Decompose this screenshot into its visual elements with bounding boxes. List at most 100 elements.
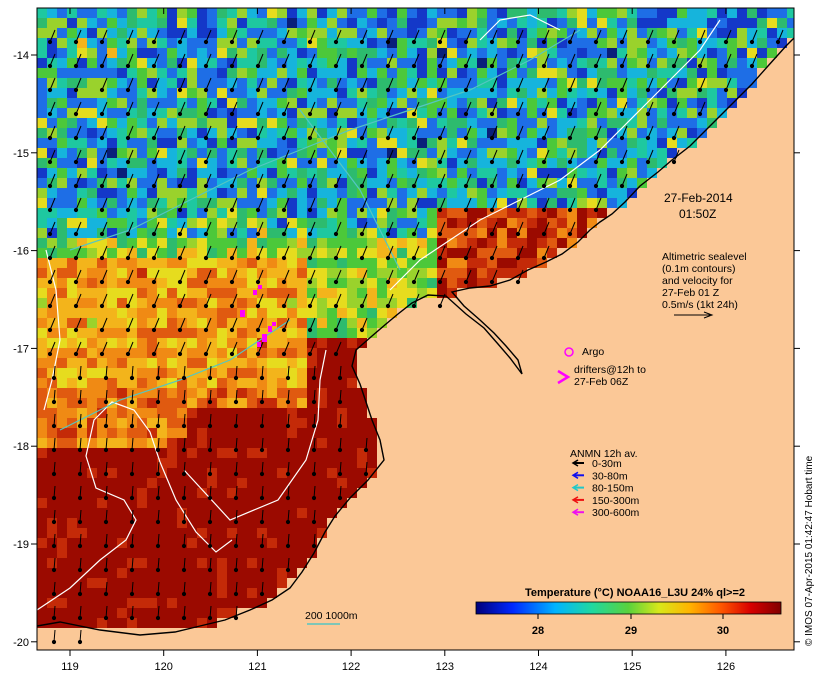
sst-cell <box>237 408 247 418</box>
sst-cell <box>357 288 367 298</box>
sst-cell <box>517 188 527 198</box>
y-tick-label: -15 <box>13 148 29 160</box>
velocity-arrow <box>101 77 108 91</box>
sst-cell <box>377 238 387 248</box>
sst-cell <box>547 208 557 218</box>
velocity-arrow-head <box>723 63 729 69</box>
sst-cell <box>247 498 257 508</box>
sst-cell <box>437 118 447 128</box>
sst-cell <box>317 228 327 238</box>
sst-cell <box>287 288 297 298</box>
sst-cell <box>617 48 627 58</box>
sst-cell <box>547 108 557 118</box>
sst-cell <box>157 348 167 358</box>
sst-cell <box>557 88 567 98</box>
sst-cell <box>247 18 257 28</box>
velocity-arrow-head <box>437 63 443 69</box>
sst-cell <box>37 148 47 158</box>
sst-cell <box>317 68 327 78</box>
velocity-arrow-head <box>207 519 213 525</box>
sst-cell <box>567 158 577 168</box>
sst-cell <box>107 498 117 508</box>
sst-cell <box>287 558 297 568</box>
sst-cell <box>207 308 217 318</box>
sst-cell <box>417 138 427 148</box>
sst-cell <box>247 238 257 248</box>
sst-cell <box>207 8 217 18</box>
sst-cell <box>347 68 357 78</box>
sst-cell <box>337 248 347 258</box>
sst-cell <box>167 28 177 38</box>
sst-cell <box>147 178 157 188</box>
sst-cell <box>187 198 197 208</box>
sst-cell <box>147 138 157 148</box>
sst-cell <box>557 108 567 118</box>
sst-cell <box>267 38 277 48</box>
velocity-arrow-head <box>125 327 131 333</box>
sst-cell <box>297 358 307 368</box>
sst-cell <box>457 258 467 268</box>
sst-cell <box>197 378 207 388</box>
sst-cell <box>137 528 147 538</box>
plot-frame <box>36 7 795 651</box>
sst-cell <box>157 458 167 468</box>
sst-cell <box>237 508 247 518</box>
sst-cell <box>87 588 97 598</box>
sst-cell <box>177 88 187 98</box>
sst-cell <box>177 408 187 418</box>
sst-cell <box>267 548 277 558</box>
sst-cell <box>77 228 87 238</box>
sst-cell <box>257 338 267 348</box>
sst-cell <box>407 218 417 228</box>
velocity-arrow <box>127 341 134 355</box>
sst-cell <box>167 228 177 238</box>
sst-cell <box>407 158 417 168</box>
sst-cell <box>427 38 437 48</box>
sst-cell <box>147 88 157 98</box>
velocity-arrow <box>517 125 524 139</box>
sst-cell <box>207 218 217 228</box>
sst-cell <box>87 38 97 48</box>
sst-cell <box>387 38 397 48</box>
velocity-arrow <box>465 269 472 283</box>
sst-cell <box>217 218 227 228</box>
sst-cell <box>467 268 477 278</box>
sst-cell <box>277 418 287 428</box>
legend-label: 0-30m <box>592 458 622 470</box>
sst-cell <box>327 98 337 108</box>
velocity-arrow-head <box>749 63 755 69</box>
y-tick-label: -19 <box>13 539 29 551</box>
sst-cell <box>467 228 477 238</box>
sst-cell <box>157 498 167 508</box>
sst-cell <box>467 198 477 208</box>
sst-cell <box>207 428 217 438</box>
sst-cell <box>297 468 307 478</box>
velocity-arrow-head <box>51 519 57 525</box>
sst-cell <box>47 518 57 528</box>
sst-cell <box>267 538 277 548</box>
velocity-arrow-head <box>177 231 183 237</box>
sst-cell <box>507 188 517 198</box>
sst-cell <box>227 78 237 88</box>
sst-cell <box>147 388 157 398</box>
sst-cell <box>107 428 117 438</box>
sst-cell <box>47 18 57 28</box>
sst-cell <box>307 88 317 98</box>
velocity-arrow <box>491 221 498 235</box>
sst-cell <box>117 568 127 578</box>
velocity-arrow-head <box>181 567 187 573</box>
velocity-arrow <box>595 197 602 211</box>
sst-cell <box>647 158 657 168</box>
sst-cell <box>57 458 67 468</box>
velocity-arrow <box>387 197 394 211</box>
x-tick-label: 125 <box>623 661 641 673</box>
sst-cell <box>547 238 557 248</box>
sst-cell <box>417 198 427 208</box>
sst-cell <box>37 198 47 208</box>
velocity-arrow-head <box>233 423 239 429</box>
sst-cell <box>77 278 87 288</box>
velocity-arrow-head <box>515 63 521 69</box>
sst-cell <box>547 38 557 48</box>
velocity-arrow <box>101 173 108 187</box>
sst-cell <box>277 118 287 128</box>
